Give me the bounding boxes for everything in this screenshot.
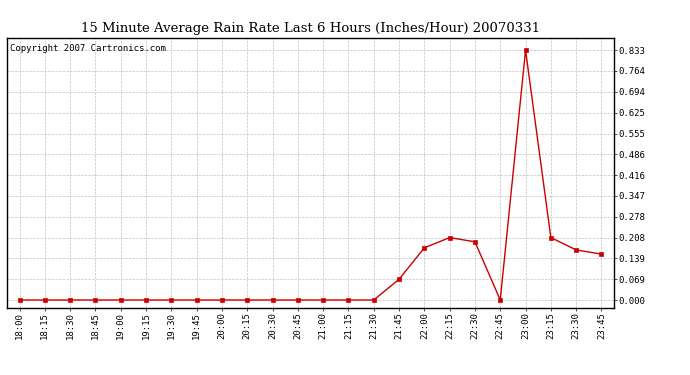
Title: 15 Minute Average Rain Rate Last 6 Hours (Inches/Hour) 20070331: 15 Minute Average Rain Rate Last 6 Hours… (81, 22, 540, 35)
Text: Copyright 2007 Cartronics.com: Copyright 2007 Cartronics.com (10, 44, 166, 53)
